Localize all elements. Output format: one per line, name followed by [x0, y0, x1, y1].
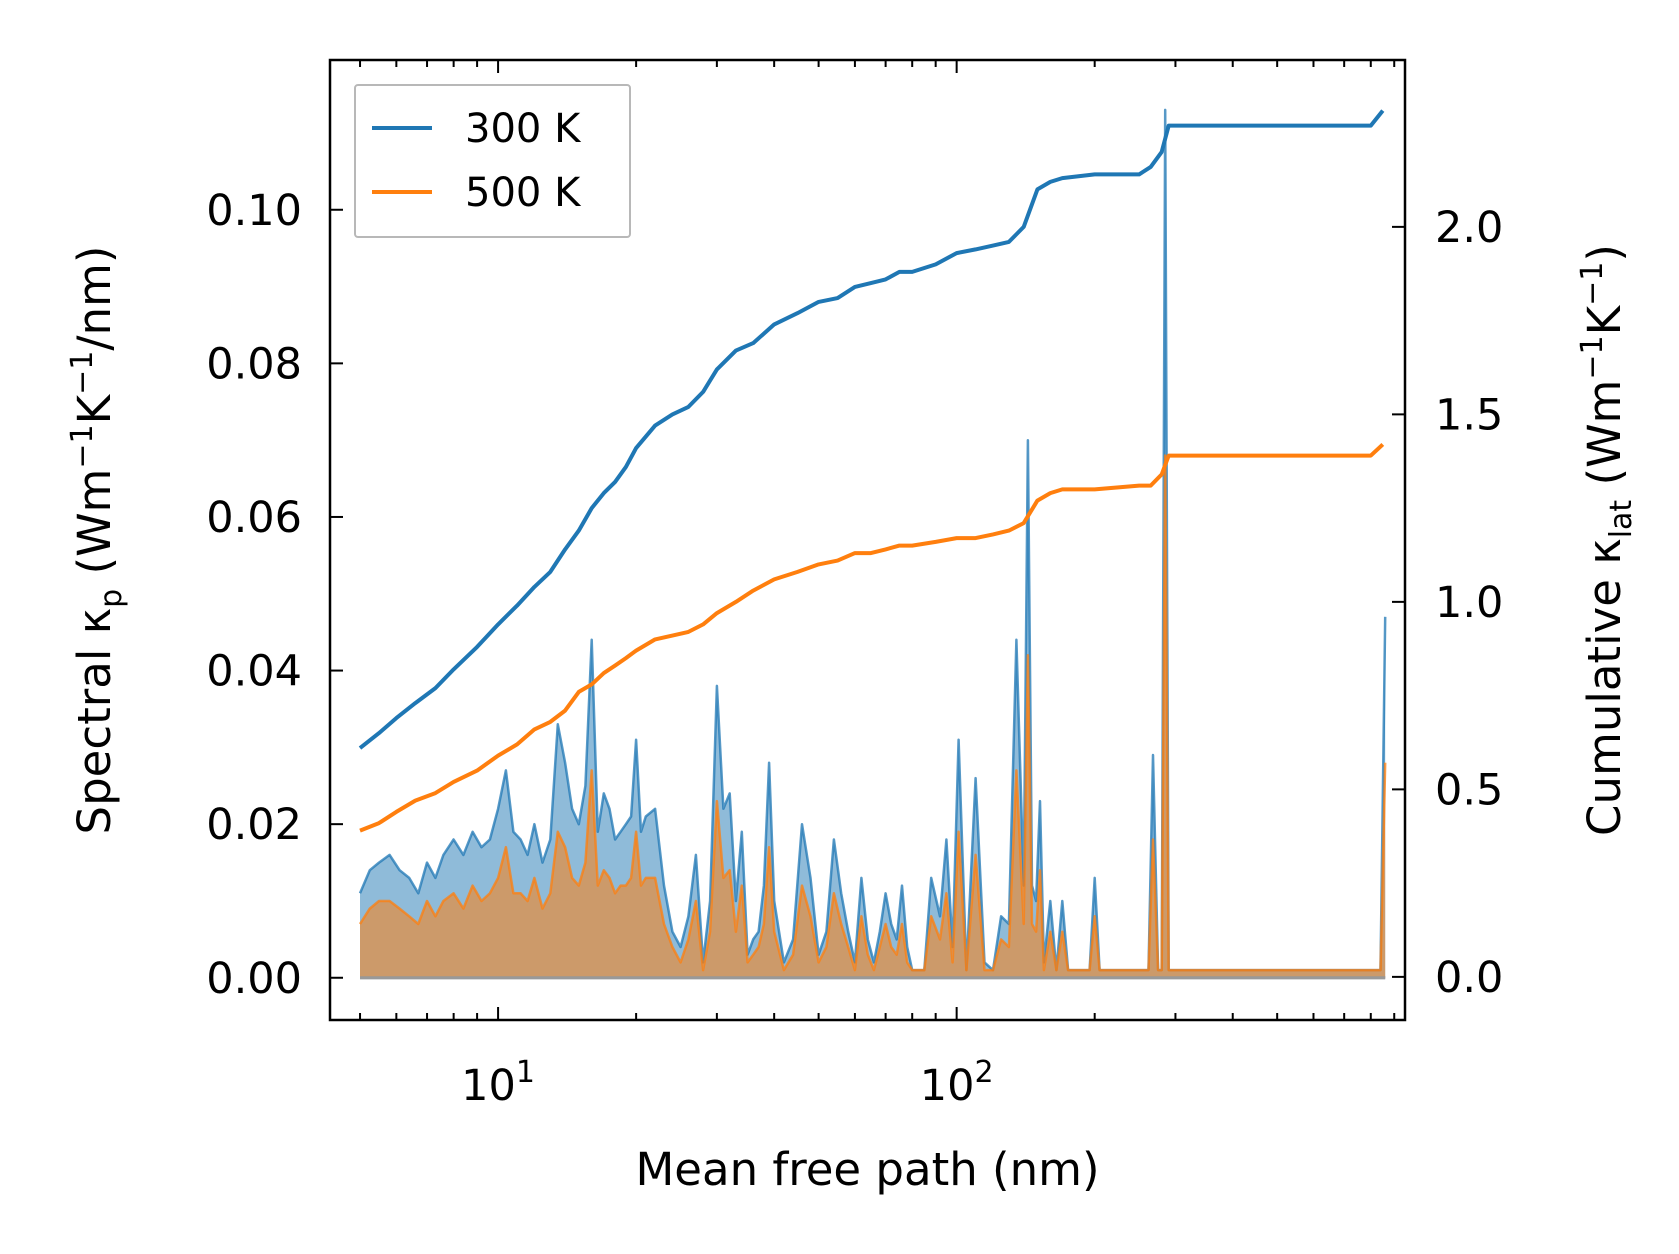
x-tick-base: 10 [920, 1061, 975, 1111]
legend: 300 K 500 K [354, 84, 631, 238]
plot-frame [328, 58, 1407, 1022]
spectral-line-2 [358, 454, 1387, 972]
cumulative-line-2 [359, 442, 1385, 833]
legend-label-1: 300 K [465, 106, 582, 152]
y-right-title-part: −1 [1575, 335, 1610, 379]
series-lines [358, 109, 1385, 833]
y-right-tick-label: 1.5 [1435, 390, 1503, 440]
y-left-tick-label: 0.04 [206, 647, 302, 697]
y-right-tick-label: 1.0 [1435, 578, 1503, 628]
y-right-title-part: K [1578, 304, 1631, 335]
y-left-title-part: /nm) [68, 246, 121, 351]
y-left-tick-label: 0.00 [206, 954, 302, 1004]
x-tick-base: 10 [461, 1061, 516, 1111]
y-right-tick-label: 0.0 [1435, 953, 1503, 1003]
y-left-title-part: p [94, 589, 129, 608]
y-left-title-part: K [68, 393, 121, 424]
cumulative-line-1 [358, 109, 1385, 750]
x-axis-title: Mean free path (nm) [635, 1143, 1099, 1196]
y-right-title: Cumulative κlat (Wm−1K−1) [1575, 244, 1639, 836]
legend-box [354, 84, 631, 238]
spectral-fills [358, 108, 1387, 980]
y-left-title: Spectral κp (Wm−1K−1/nm) [65, 246, 129, 835]
y-left-title-part: −1 [65, 424, 100, 468]
legend-label-2: 500 K [465, 170, 582, 216]
axis-labels: 101 1020.000.020.040.060.080.100.00.51.01… [65, 186, 1639, 1196]
y-left-title-part: −1 [65, 351, 100, 395]
y-right-title-part: ) [1578, 244, 1631, 262]
y-right-tick-label: 2.0 [1435, 203, 1503, 253]
x-tick-exponent: 1 [516, 1055, 535, 1090]
y-right-title-part: lat [1604, 500, 1639, 539]
y-right-tick-label: 0.5 [1435, 765, 1503, 815]
x-tick-label: 101 [461, 1055, 535, 1111]
y-left-tick-label: 0.10 [206, 186, 302, 236]
y-left-tick-label: 0.02 [206, 800, 302, 850]
y-left-title-part: Spectral κ [68, 608, 121, 835]
y-right-title-part: −1 [1575, 262, 1610, 306]
spectral-area-2 [360, 455, 1386, 978]
y-left-tick-label: 0.08 [206, 339, 302, 389]
y-left-tick-label: 0.06 [206, 493, 302, 543]
x-tick-label: 102 [920, 1055, 994, 1111]
spectral-area-1 [360, 109, 1386, 978]
y-right-title-part: (Wm [1578, 380, 1631, 500]
x-tick-exponent: 2 [974, 1055, 993, 1090]
y-right-title-part: Cumulative κ [1578, 538, 1631, 836]
y-left-title-part: (Wm [68, 469, 121, 589]
